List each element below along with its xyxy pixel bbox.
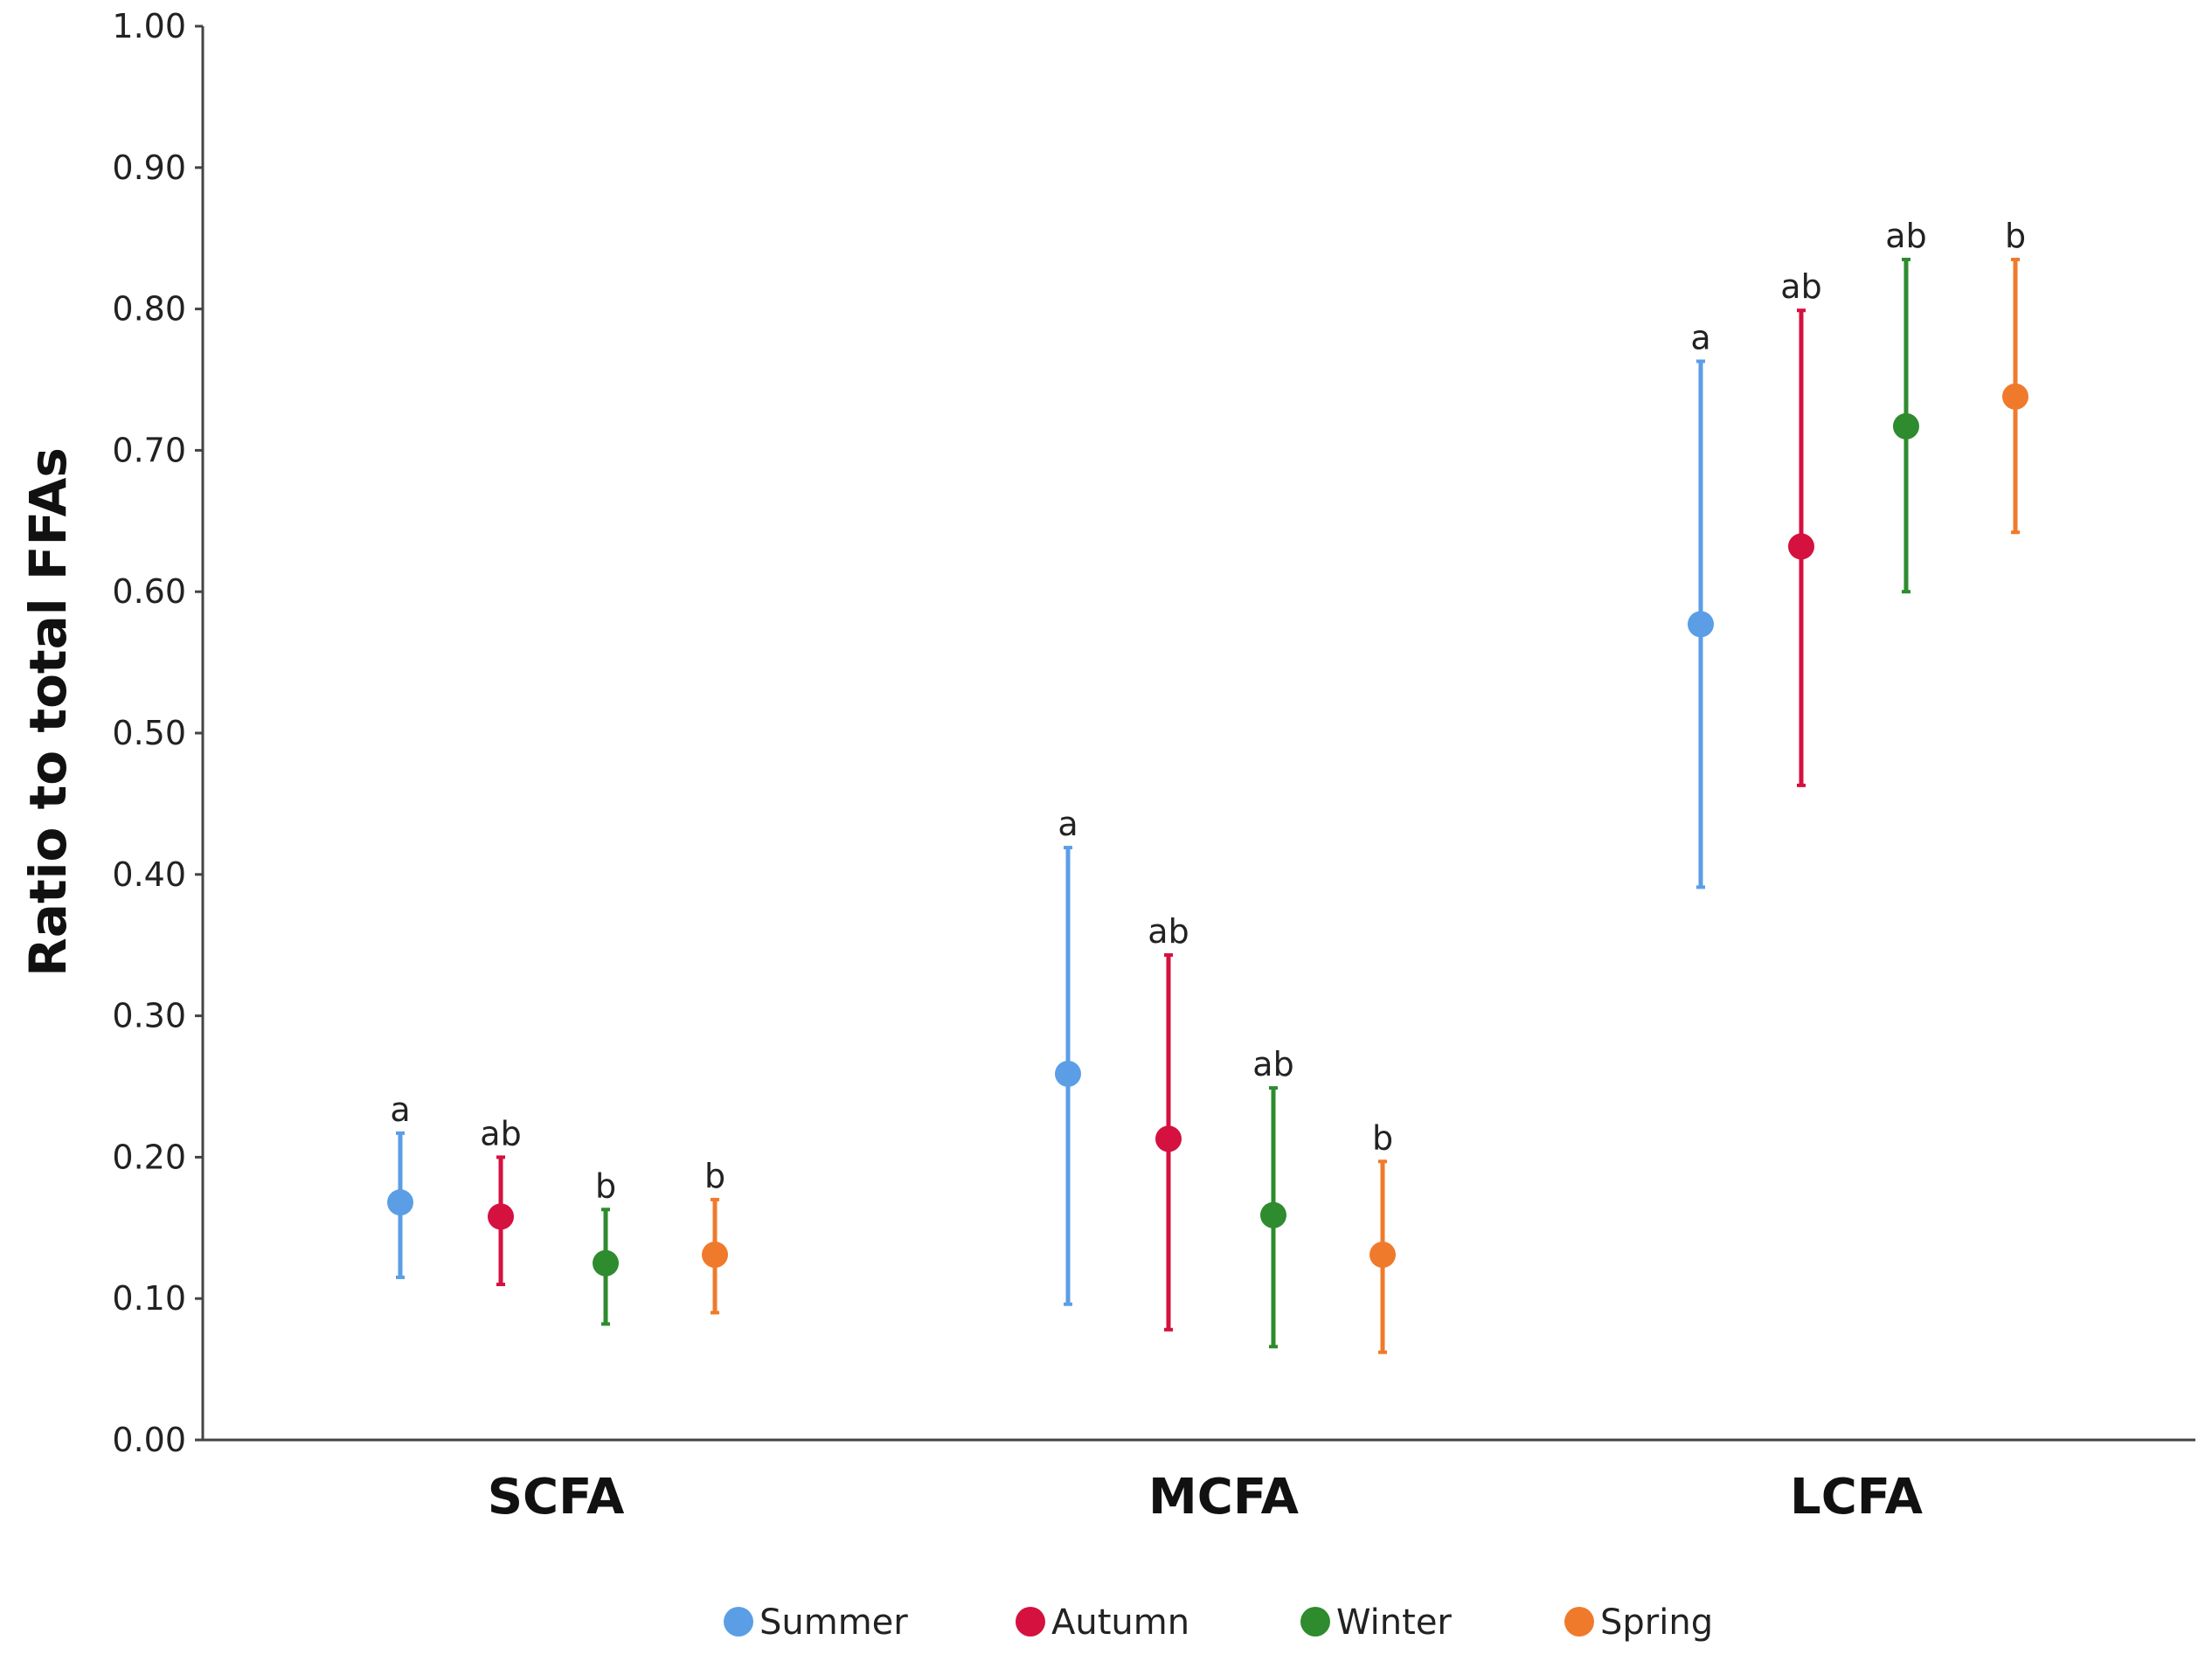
y-tick-label: 0.60	[112, 572, 186, 611]
y-tick-label: 0.30	[112, 997, 186, 1035]
data-point	[387, 1189, 413, 1216]
significance-letter: b	[704, 1157, 725, 1195]
significance-letter: a	[1690, 318, 1710, 356]
legend-label: Autumn	[1051, 1602, 1189, 1643]
y-tick-label: 0.80	[112, 290, 186, 329]
data-point	[1055, 1060, 1081, 1087]
x-category-label: LCFA	[1790, 1469, 1924, 1526]
significance-letter: ab	[1885, 217, 1926, 255]
data-point	[1260, 1201, 1286, 1228]
plot-area: a a a ab ab ab b ab ab b b b	[387, 217, 2028, 1354]
data-point	[1788, 533, 1814, 560]
legend-label: Spring	[1600, 1602, 1713, 1643]
y-tick-label: 0.00	[112, 1421, 186, 1459]
significance-letter: ab	[1780, 267, 1821, 306]
legend-item-summer: Summer	[724, 1602, 908, 1643]
y-tick-label: 0.50	[112, 714, 186, 752]
x-axis: SCFA MCFA LCFA	[203, 1438, 2195, 1526]
data-point	[1893, 412, 1919, 439]
y-tick-label: 0.90	[112, 149, 186, 187]
significance-letter: ab	[1252, 1045, 1293, 1083]
significance-letter: a	[1057, 805, 1078, 843]
data-point	[2002, 383, 2028, 410]
legend-label: Summer	[759, 1602, 908, 1643]
legend-label: Winter	[1336, 1602, 1452, 1643]
legend-marker	[1300, 1607, 1330, 1637]
legend-marker	[1564, 1607, 1594, 1637]
data-point	[593, 1249, 619, 1277]
data-point	[488, 1203, 514, 1230]
legend-marker	[724, 1607, 753, 1637]
legend-marker	[1016, 1607, 1045, 1637]
data-point	[702, 1242, 728, 1269]
legend-item-autumn: Autumn	[1016, 1602, 1189, 1643]
legend-item-spring: Spring	[1564, 1602, 1713, 1643]
y-axis-title: Ratio to total FFAs	[18, 447, 78, 977]
significance-letter: a	[390, 1090, 410, 1129]
legend-item-winter: Winter	[1300, 1602, 1452, 1643]
data-point	[1369, 1242, 1396, 1269]
x-category-label: SCFA	[488, 1469, 625, 1526]
y-tick-label: 0.10	[112, 1279, 186, 1318]
y-tick-label: 0.20	[112, 1138, 186, 1176]
data-point	[1688, 611, 1714, 638]
legend: Summer Autumn Winter Spring	[724, 1602, 1713, 1643]
series-spring: b b b	[702, 217, 2028, 1354]
significance-letter: b	[1372, 1118, 1393, 1157]
data-point	[1155, 1125, 1182, 1152]
y-tick-label: 1.00	[112, 7, 186, 45]
y-axis: 0.00 0.10 0.20 0.30 0.40 0.50 0.60 0.70 0.80 0.90…	[112, 7, 205, 1459]
x-category-label: MCFA	[1148, 1469, 1300, 1526]
significance-letter: b	[2005, 217, 2026, 255]
significance-letter: ab	[480, 1114, 521, 1152]
significance-letter: b	[595, 1166, 616, 1205]
y-tick-label: 0.40	[112, 855, 186, 894]
y-tick-label: 0.70	[112, 431, 186, 469]
significance-letter: ab	[1148, 912, 1189, 951]
series-summer: a a a	[387, 318, 1714, 1306]
